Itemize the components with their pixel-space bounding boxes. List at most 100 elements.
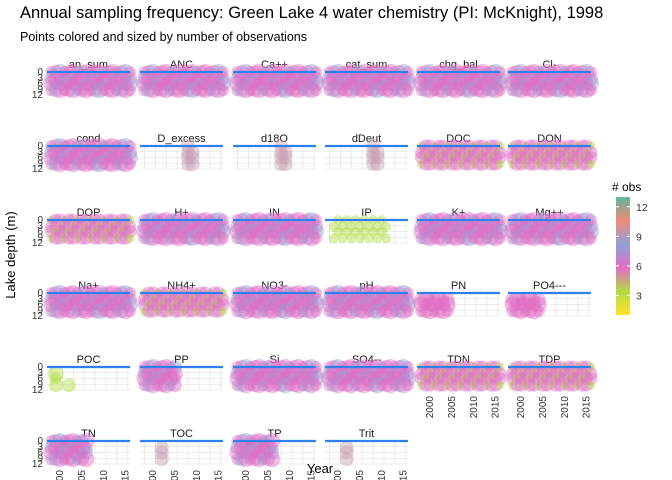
data-point (514, 297, 529, 312)
data-point (89, 151, 102, 164)
data-point (504, 75, 521, 92)
facet-panel: DON (505, 133, 598, 171)
data-point (423, 151, 437, 164)
data-point (440, 219, 455, 234)
data-point (366, 304, 381, 319)
data-point (43, 444, 60, 461)
legend-colorbar (616, 197, 630, 315)
data-point (513, 82, 530, 99)
data-point (456, 380, 466, 390)
data-point (114, 304, 129, 319)
data-point (202, 219, 217, 234)
data-point (260, 378, 275, 393)
data-point (489, 378, 503, 392)
data-point (382, 303, 399, 320)
data-point (167, 378, 182, 393)
data-point (49, 77, 62, 90)
facet-strip-label: TP (267, 428, 281, 440)
data-point (386, 75, 403, 92)
data-point (339, 452, 354, 467)
data-point (427, 151, 441, 164)
data-point (475, 76, 490, 91)
data-point (528, 72, 541, 85)
data-point (58, 453, 71, 466)
data-point (187, 295, 197, 305)
data-point (309, 366, 323, 381)
data-point (565, 230, 582, 247)
data-point (181, 157, 196, 172)
data-point (195, 77, 208, 90)
data-point (56, 296, 73, 313)
data-point (439, 223, 456, 240)
data-point (118, 297, 133, 312)
data-point (441, 84, 454, 97)
data-point (352, 304, 367, 319)
data-point (176, 71, 191, 86)
data-point (453, 219, 468, 234)
y-tick-label: 0 (37, 215, 43, 226)
data-point (113, 70, 130, 87)
data-point (435, 82, 452, 99)
data-point (257, 232, 270, 245)
data-point (68, 222, 78, 232)
data-point (52, 82, 69, 99)
data-point (83, 145, 98, 160)
data-point (268, 370, 285, 387)
data-point (544, 219, 559, 234)
data-point (391, 70, 408, 87)
data-point (345, 367, 358, 380)
data-point (386, 370, 403, 387)
data-point (44, 440, 59, 455)
data-point (471, 367, 485, 381)
data-point (522, 83, 537, 98)
data-point (53, 225, 67, 238)
data-point (419, 378, 433, 392)
data-point (105, 150, 120, 165)
data-point (532, 146, 546, 160)
data-point (256, 219, 271, 234)
facet-panel: TDP (505, 354, 598, 392)
data-point (239, 297, 254, 312)
data-point (365, 365, 382, 382)
data-point (188, 75, 205, 92)
data-point (436, 378, 450, 392)
data-point (450, 72, 463, 85)
data-point (202, 71, 217, 86)
data-point (519, 84, 532, 97)
data-point (247, 304, 262, 319)
data-point (569, 148, 579, 158)
data-point (476, 220, 489, 233)
data-point (137, 293, 151, 307)
data-point (436, 372, 450, 385)
data-point (279, 72, 292, 85)
data-point (167, 231, 182, 246)
data-point (436, 151, 450, 164)
data-point (100, 144, 117, 161)
data-point (353, 77, 366, 90)
facet-strip-label: Ca++ (261, 59, 288, 71)
data-point (567, 220, 580, 233)
data-point (428, 305, 441, 318)
data-point (75, 151, 88, 164)
data-point (509, 304, 524, 319)
facet-panel: dDeut (325, 133, 408, 172)
data-point (235, 298, 248, 311)
data-point (94, 222, 104, 232)
data-point (414, 219, 429, 234)
data-point (338, 291, 355, 308)
facet-panel: TOC (140, 428, 223, 467)
data-point (393, 77, 406, 90)
x-tick-label: 2010 (560, 396, 571, 419)
data-point (356, 377, 373, 394)
data-point (92, 225, 106, 238)
data-point (240, 441, 253, 454)
data-point (70, 71, 85, 86)
data-point (573, 380, 583, 390)
data-point (310, 232, 322, 245)
data-point (212, 298, 226, 311)
data-point (110, 225, 124, 238)
data-point (393, 372, 406, 385)
data-point (309, 219, 323, 234)
data-point (423, 297, 438, 312)
